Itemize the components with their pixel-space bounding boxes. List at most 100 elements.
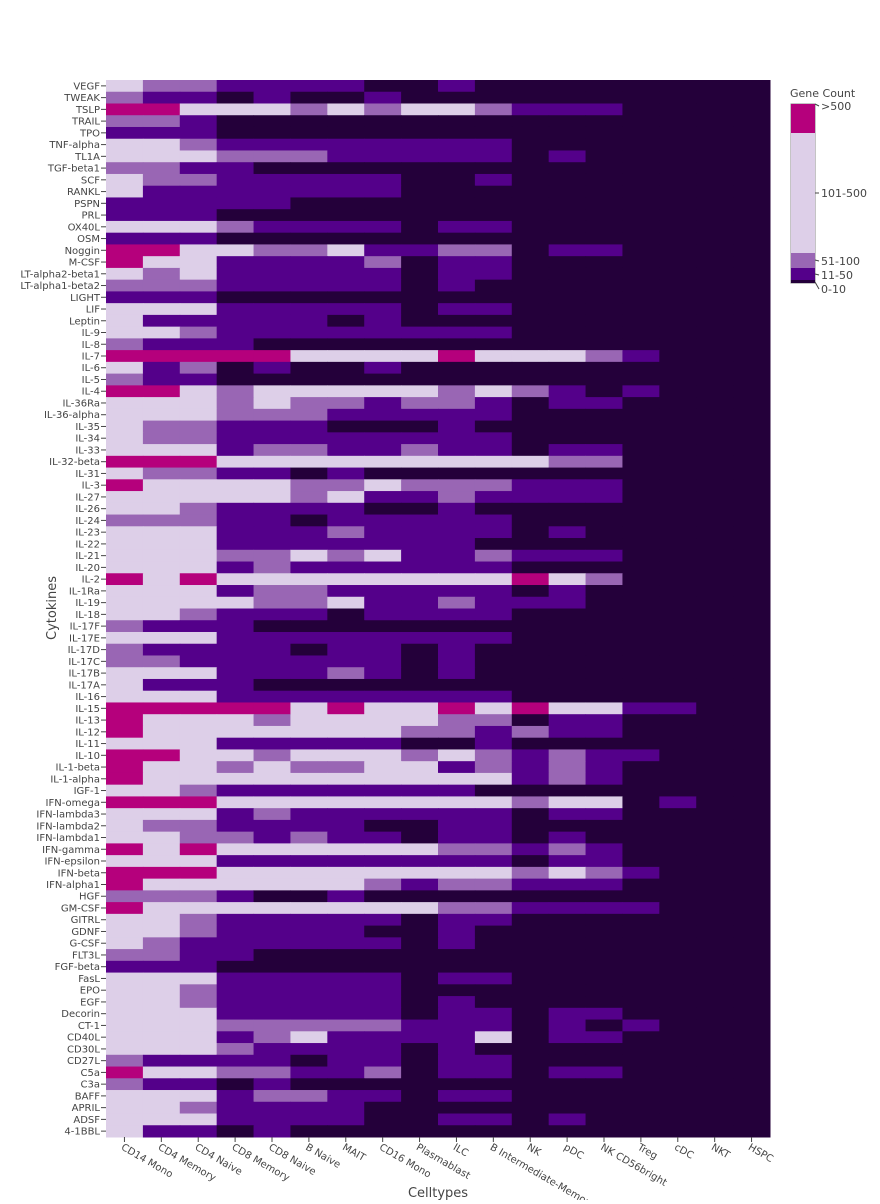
heatmap-cell [216,796,255,809]
heatmap-cell [290,326,328,339]
heatmap-cell [659,526,697,539]
heatmap-cell [401,972,439,985]
heatmap-cell [216,526,255,539]
heatmap-cell [106,831,144,844]
heatmap-cell [106,455,144,469]
heatmap-cell [438,925,476,938]
heatmap-cell [142,103,181,116]
heatmap-cell [548,890,587,903]
heatmap-cell [327,256,365,269]
heatmap-cell [401,643,439,656]
heatmap-cell [622,326,660,339]
heatmap-cell [401,1031,439,1044]
heatmap-cell [585,115,623,128]
heatmap-cell [216,162,255,175]
heatmap-cell [142,408,181,422]
heatmap-cell [106,420,144,433]
heatmap-cell [696,291,734,304]
heatmap-cell [548,690,587,703]
heatmap-cell [401,690,439,703]
heatmap-cell [106,949,144,962]
heatmap-cell [659,220,697,234]
y-axis-title: Cytokines [45,576,60,640]
heatmap-cell [401,397,439,410]
heatmap-cell [511,514,550,527]
heatmap-cell [438,303,476,316]
heatmap-cell [327,573,365,586]
heatmap-cell [474,808,513,821]
heatmap-cell [179,737,218,750]
heatmap-cell [585,996,623,1009]
heatmap-cell [327,913,365,927]
heatmap-cell [474,385,513,398]
heatmap-cell [401,455,439,469]
heatmap-cell [216,573,255,586]
heatmap-cell [733,702,771,715]
heatmap-cell [364,984,402,997]
heatmap-cell [364,949,402,962]
heatmap-cell [438,279,476,292]
heatmap-cell [253,585,291,598]
heatmap-cell [585,514,623,527]
heatmap-cell [696,432,734,445]
y-tick-label: IL-31 [75,469,100,480]
heatmap-cell [659,749,697,762]
heatmap-cell [327,373,365,386]
heatmap-cell [696,115,734,128]
heatmap-cell [659,655,697,668]
heatmap-cell [474,126,513,140]
heatmap-cell [142,1007,181,1021]
heatmap-cell [548,244,587,257]
heatmap-cell [179,925,218,938]
heatmap-cell [216,361,255,375]
heatmap-cell [253,256,291,269]
heatmap-cell [438,984,476,997]
heatmap-cell [474,232,513,245]
heatmap-cell [548,1101,587,1115]
heatmap-cell [733,1031,771,1044]
heatmap-cell [696,1019,734,1032]
heatmap-cell [106,138,144,151]
y-tick-label: Decorin [61,1009,100,1020]
heatmap-cell [364,303,402,316]
heatmap-cell [142,1078,181,1091]
heatmap-cell [511,702,550,715]
heatmap-cell [659,902,697,915]
heatmap-cell [548,279,587,292]
heatmap-cell [474,1125,513,1138]
heatmap-cell [548,514,587,527]
heatmap-cell [401,866,439,880]
heatmap-cell [401,620,439,633]
heatmap-cell [401,549,439,563]
heatmap-cell [622,949,660,962]
heatmap-cell [659,596,697,609]
heatmap-cell [290,1113,328,1126]
heatmap-cell [364,138,402,151]
heatmap-cell [106,173,144,187]
heatmap-cell [511,361,550,375]
heatmap-cell [216,479,255,492]
y-tick-label: IL-17E [69,633,100,644]
heatmap-cell [179,819,218,833]
heatmap-cell [401,996,439,1009]
heatmap-cell [438,631,476,645]
heatmap-cell [585,714,623,727]
heatmap-cell [364,608,402,621]
heatmap-cell [142,831,181,844]
heatmap-cell [106,350,144,363]
heatmap-cell [622,890,660,903]
heatmap-cell [364,737,402,750]
heatmap-cell [216,714,255,727]
heatmap-cell [438,408,476,422]
heatmap-cell [733,397,771,410]
heatmap-cell [290,585,328,598]
heatmap-cell [511,784,550,797]
heatmap-cell [216,256,255,269]
x-tick-label: NKT [709,1142,732,1162]
heatmap-cell [142,514,181,527]
heatmap-cell [622,667,660,680]
heatmap-cells [106,80,771,1138]
colorbar-segment [791,133,815,253]
heatmap-cell [142,808,181,821]
heatmap-cell [511,303,550,316]
